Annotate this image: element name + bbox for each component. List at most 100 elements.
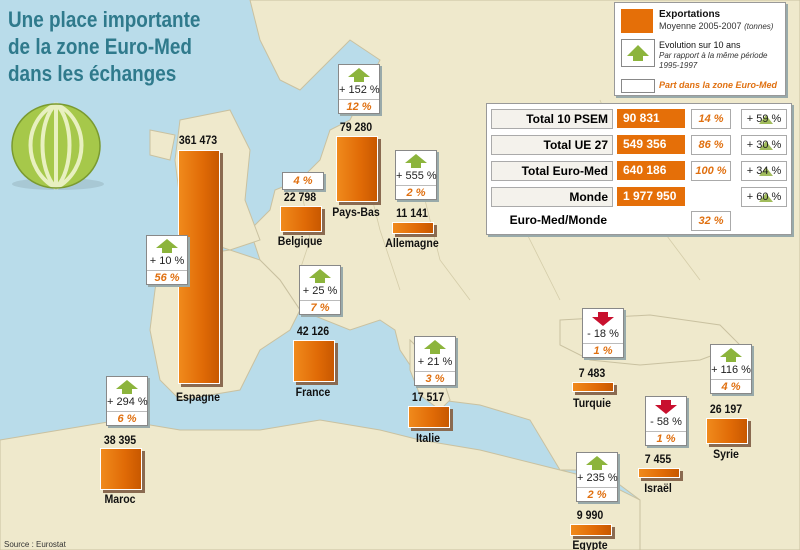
summary-label: Euro-Med/Monde xyxy=(509,213,607,227)
export-value-turquie: 7 483 xyxy=(578,366,606,380)
country-label-turquie: Turquie xyxy=(573,396,611,410)
evolution-value: + 555 % xyxy=(396,170,437,182)
legend-bar-swatch xyxy=(621,9,653,33)
country-label-syrie: Syrie xyxy=(713,447,739,461)
legend-exports-unit: (tonnes) xyxy=(744,22,774,31)
export-bar-belgique xyxy=(280,206,322,232)
evolution-value: + 294 % xyxy=(107,396,148,408)
title-line-1: Une place importante xyxy=(8,7,201,32)
summary-evolution-text: + 60 % xyxy=(746,191,782,203)
evolution-box-maroc: + 294 % 6 % xyxy=(106,376,148,426)
evolution-box-espagne: + 10 % 56 % xyxy=(146,235,188,285)
arrow-up-icon xyxy=(405,154,427,168)
share-value: 7 % xyxy=(300,300,340,314)
summary-share: 86 % xyxy=(691,135,731,155)
export-value-belgique: 22 798 xyxy=(283,190,317,204)
summary-share: 32 % xyxy=(691,211,731,231)
legend-arrow-box xyxy=(621,39,655,67)
share-value: 3 % xyxy=(415,371,455,385)
share-value: 2 % xyxy=(396,185,436,199)
summary-evolution: + 30 % xyxy=(741,135,787,155)
country-label-egypte: Egypte xyxy=(572,538,608,550)
summary-evolution-text: + 34 % xyxy=(746,165,782,177)
arrow-up-icon xyxy=(627,45,649,61)
export-bar-israel xyxy=(638,468,680,478)
legend-evolution-sub: Par rapport à la même période 1995-1997 xyxy=(659,51,768,70)
summary-evolution: + 60 % xyxy=(741,187,787,207)
export-bar-syrie xyxy=(706,418,748,444)
evolution-box-france: + 25 % 7 % xyxy=(299,265,341,315)
country-label-france: France xyxy=(295,385,331,399)
country-label-allemagne: Allemagne xyxy=(385,236,439,250)
evolution-value: + 21 % xyxy=(417,356,453,368)
export-value-france: 42 126 xyxy=(296,324,330,338)
export-bar-turquie xyxy=(572,382,614,392)
arrow-down-icon xyxy=(655,400,677,414)
arrow-up-icon xyxy=(348,68,370,82)
arrow-up-icon xyxy=(586,456,608,470)
share-value: 1 % xyxy=(646,431,686,445)
arrow-up-icon xyxy=(424,340,446,354)
summary-value: 549 356 xyxy=(617,135,685,154)
export-bar-france xyxy=(293,340,335,382)
summary-share: 14 % xyxy=(691,109,731,129)
export-value-espagne: 361 473 xyxy=(178,133,218,147)
evolution-value: + 25 % xyxy=(302,285,338,297)
evolution-box-egypte: + 235 % 2 % xyxy=(576,452,618,502)
evolution-box-syrie: + 116 % 4 % xyxy=(710,344,752,394)
share-value: 1 % xyxy=(583,343,623,357)
summary-label: Monde xyxy=(491,187,613,207)
country-label-pays-bas: Pays-Bas xyxy=(332,205,380,219)
summary-value: 640 186 xyxy=(617,161,685,180)
summary-label: Total 10 PSEM xyxy=(491,109,613,129)
share-value: 2 % xyxy=(577,487,617,501)
legend-exports-sub: Moyenne 2005-2007 (tonnes) xyxy=(659,21,773,31)
melon-icon xyxy=(11,102,104,190)
legend-evolution-label: Evolution sur 10 ans xyxy=(659,40,741,50)
evolution-box-belgique: 4 % xyxy=(282,172,324,190)
legend: Exportations Moyenne 2005-2007 (tonnes) … xyxy=(614,2,786,96)
evolution-value: + 235 % xyxy=(577,472,618,484)
evolution-value: - 18 % xyxy=(587,328,619,340)
evolution-value: + 116 % xyxy=(711,364,751,376)
export-bar-italie xyxy=(408,406,450,428)
export-value-pays-bas: 79 280 xyxy=(339,120,373,134)
evolution-box-italie: + 21 % 3 % xyxy=(414,336,456,386)
arrow-up-icon xyxy=(116,380,138,394)
legend-share-box xyxy=(621,79,655,93)
export-bar-maroc xyxy=(100,448,142,490)
summary-evolution: + 34 % xyxy=(741,161,787,181)
legend-share-label: Part dans la zone Euro-Med xyxy=(659,80,778,90)
evolution-box-turquie: - 18 % 1 % xyxy=(582,308,624,358)
title-line-2: de la zone Euro-Med xyxy=(8,34,192,59)
summary-label: Total Euro-Med xyxy=(491,161,613,181)
title-line-3: dans les échanges xyxy=(8,61,177,86)
export-bar-pays-bas xyxy=(336,136,378,202)
export-bar-allemagne xyxy=(392,222,434,234)
country-label-maroc: Maroc xyxy=(104,492,136,506)
legend-exports-label: Exportations xyxy=(659,9,721,20)
map-title: Une place importante de la zone Euro-Med… xyxy=(8,6,200,87)
export-value-egypte: 9 990 xyxy=(576,508,604,522)
share-value: 56 % xyxy=(147,270,187,284)
export-value-israel: 7 455 xyxy=(644,452,672,466)
country-label-italie: Italie xyxy=(415,431,441,445)
export-value-allemagne: 11 141 xyxy=(396,206,428,220)
export-value-italie: 17 517 xyxy=(411,390,445,404)
share-value: 12 % xyxy=(339,99,379,113)
evolution-box-israel: - 58 % 1 % xyxy=(645,396,687,446)
export-value-syrie: 26 197 xyxy=(709,402,743,416)
summary-value: 1 977 950 xyxy=(617,187,685,206)
arrow-up-icon xyxy=(156,239,178,253)
arrow-up-icon xyxy=(720,348,742,362)
summary-value: 90 831 xyxy=(617,109,685,128)
country-label-belgique: Belgique xyxy=(277,234,323,248)
legend-exports-period: Moyenne 2005-2007 xyxy=(659,21,742,31)
share-value: 4 % xyxy=(711,379,751,393)
country-label-espagne: Espagne xyxy=(175,390,220,404)
evolution-value: + 152 % xyxy=(339,84,380,96)
share-value: 4 % xyxy=(293,175,313,187)
evolution-value: - 58 % xyxy=(650,416,682,428)
summary-evolution: + 59 % xyxy=(741,109,787,129)
